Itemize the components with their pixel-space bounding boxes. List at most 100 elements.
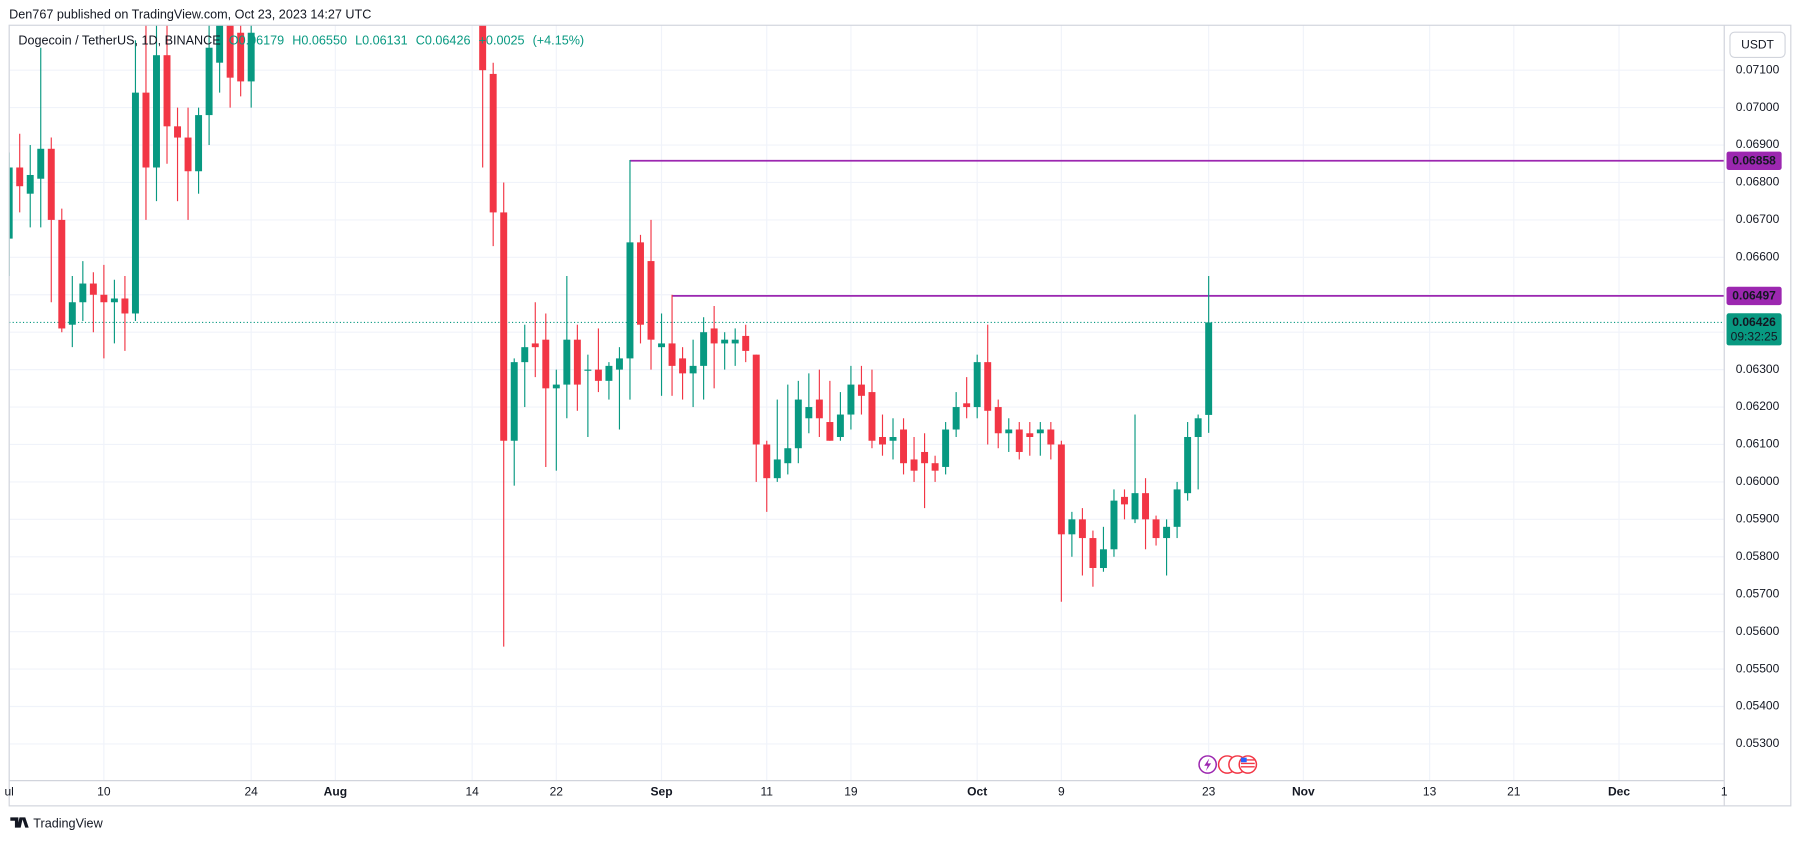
- candle-body: [510, 362, 518, 441]
- candle: [973, 354, 981, 419]
- candle-body: [216, 25, 224, 63]
- candle: [184, 107, 192, 220]
- candle-body: [9, 167, 13, 239]
- candle-body: [794, 399, 802, 449]
- candle-body: [1163, 526, 1171, 539]
- candle: [573, 324, 581, 411]
- candle-body: [647, 261, 655, 340]
- candle: [658, 313, 666, 396]
- candle: [1005, 418, 1013, 452]
- y-tick-label: 0.06200: [1736, 399, 1780, 413]
- x-tick-label: Oct: [967, 784, 987, 798]
- candle-body: [1036, 429, 1044, 434]
- candle-body: [521, 347, 529, 363]
- legend-close: C0.06426: [416, 34, 471, 48]
- candle-body: [994, 407, 1002, 434]
- candle: [89, 272, 97, 333]
- candle-body: [879, 436, 886, 445]
- candle: [131, 40, 139, 321]
- axes: 0.05300 0.05400 0.05500 0.05600 0.05700 0.058…: [4, 62, 1782, 798]
- candle-body: [836, 414, 844, 437]
- candle: [637, 234, 644, 344]
- candle-body: [100, 294, 108, 303]
- candle: [521, 324, 529, 408]
- x-tick-label: 11: [760, 784, 773, 798]
- candle: [721, 332, 729, 370]
- candle-body: [1026, 433, 1034, 437]
- candle: [942, 422, 950, 475]
- candle-body: [1142, 493, 1150, 520]
- candle: [1173, 481, 1181, 539]
- candle-body: [1110, 500, 1118, 550]
- candle: [1121, 489, 1128, 520]
- candle-body: [763, 444, 771, 479]
- event-icon-flag: [1240, 757, 1247, 763]
- candle: [963, 377, 971, 419]
- candle: [752, 354, 760, 482]
- candle: [1184, 422, 1192, 501]
- candle-body: [542, 339, 550, 389]
- candle-body: [79, 283, 87, 303]
- candle-body: [584, 369, 592, 371]
- candle: [1078, 508, 1086, 576]
- candle: [689, 339, 697, 408]
- level-price-label: 0.06497: [1732, 289, 1776, 303]
- candle-body: [742, 335, 750, 351]
- x-tick-label: Aug: [324, 784, 347, 798]
- candle: [879, 414, 886, 456]
- candle-body: [37, 148, 45, 179]
- candle-body: [58, 219, 66, 329]
- candle-body: [973, 362, 981, 408]
- candle-body: [531, 343, 539, 348]
- x-tick-label: Sep: [650, 784, 672, 798]
- candle-body: [900, 429, 908, 464]
- last-price-tag: [1726, 313, 1782, 346]
- candle-body: [752, 354, 760, 445]
- candle-body: [1005, 429, 1013, 434]
- x-tick-label: 22: [550, 784, 564, 798]
- currency-button[interactable]: [1729, 31, 1786, 58]
- legend-open: O0.06179: [229, 34, 284, 48]
- candle-body: [658, 343, 666, 348]
- candle-body: [910, 459, 918, 471]
- legend-low: L0.06131: [355, 34, 408, 48]
- y-tick-label: 0.05400: [1736, 699, 1780, 713]
- candle-body: [731, 339, 739, 344]
- candle: [153, 25, 160, 202]
- candle: [731, 328, 739, 366]
- candle: [142, 25, 150, 220]
- candle-body: [26, 174, 34, 194]
- candle-body: [131, 92, 139, 314]
- chart-frame: [8, 24, 1792, 807]
- candle: [1089, 530, 1097, 587]
- candle-body: [689, 365, 697, 374]
- candle-body: [1057, 444, 1065, 535]
- logo-mark: [10, 817, 29, 828]
- candle-body: [857, 384, 865, 396]
- candle-body: [247, 32, 255, 82]
- candle-body: [1152, 519, 1160, 539]
- x-tick-label: 1: [1721, 784, 1728, 798]
- candle-body: [1194, 418, 1202, 437]
- candle: [174, 107, 182, 202]
- currency-label[interactable]: USDT: [1741, 38, 1774, 52]
- candle: [37, 47, 45, 228]
- candle: [984, 324, 992, 445]
- candle: [1036, 422, 1044, 456]
- candle-body: [479, 25, 487, 71]
- candle: [773, 399, 781, 482]
- level-price-label: 0.06858: [1732, 154, 1776, 168]
- y-tick-label: 0.06900: [1736, 137, 1780, 151]
- candle-body: [1068, 519, 1076, 535]
- candle-body: [1047, 429, 1055, 445]
- candle: [921, 433, 929, 509]
- x-tick-label: Nov: [1292, 784, 1315, 798]
- candle-body: [889, 436, 897, 441]
- candle-body: [1015, 429, 1023, 452]
- candle-body: [153, 55, 160, 168]
- candle-body: [826, 422, 834, 441]
- candle: [1068, 511, 1076, 557]
- candle-body: [16, 167, 24, 187]
- candle-body: [68, 302, 76, 325]
